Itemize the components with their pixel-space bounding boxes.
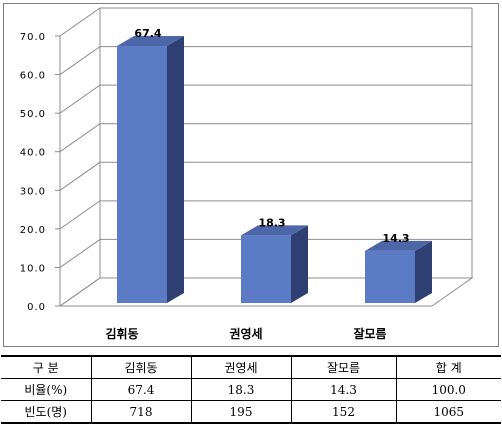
y-tick-label: 20.0 xyxy=(20,225,46,236)
y-tick-label: 40.0 xyxy=(20,148,46,159)
table-cell: 14.3 xyxy=(290,378,397,401)
table-cell: 비율(%) xyxy=(1,378,92,401)
table-row: 빈도(명) 718 195 152 1065 xyxy=(1,400,501,424)
bar xyxy=(365,250,415,303)
bar-chart: 0.0 10.0 20.0 30.0 40.0 50.0 60.0 70.0 67.4 김휘동 18… xyxy=(20,7,474,341)
data-label: 18.3 xyxy=(258,216,285,229)
table-header-cell: 권영세 xyxy=(190,355,292,379)
y-tick-label: 60.0 xyxy=(20,71,46,82)
table-cell: 67.4 xyxy=(90,378,192,401)
table-cell: 718 xyxy=(90,400,192,424)
gridline xyxy=(59,238,472,268)
bar xyxy=(117,46,167,304)
x-tick-label: 권영세 xyxy=(229,326,262,341)
table-header-cell: 합 계 xyxy=(395,355,501,379)
table-cell: 1065 xyxy=(395,400,501,424)
gridline xyxy=(59,200,472,230)
data-label: 67.4 xyxy=(134,27,161,40)
bar-side-face xyxy=(415,240,432,303)
table-header-cell: 구 분 xyxy=(1,355,92,379)
data-table: 구 분 김휘동 권영세 잘모름 합 계 비율(%) 67.4 18.3 14.3… xyxy=(1,355,501,424)
table-cell: 100.0 xyxy=(395,378,501,401)
gridline xyxy=(59,123,472,153)
y-tick-label: 30.0 xyxy=(20,186,46,197)
data-label: 14.3 xyxy=(382,232,409,245)
gridline xyxy=(59,84,472,114)
chart-frame: 0.0 10.0 20.0 30.0 40.0 50.0 60.0 70.0 67.4 김휘동 18… xyxy=(3,3,499,347)
table-cell: 빈도(명) xyxy=(1,400,92,424)
table-header-cell: 김휘동 xyxy=(90,355,192,379)
table-header-row: 구 분 김휘동 권영세 잘모름 합 계 xyxy=(1,355,501,379)
table-cell: 152 xyxy=(290,400,397,424)
y-tick-label: 10.0 xyxy=(20,263,46,274)
y-tick-label: 50.0 xyxy=(20,109,46,120)
gridline xyxy=(59,46,472,75)
x-tick-label: 김휘동 xyxy=(105,326,138,341)
plot-floor xyxy=(58,277,474,307)
bar-side-face xyxy=(167,36,184,304)
gridline xyxy=(59,7,472,37)
gridline xyxy=(59,161,472,191)
y-tick-label: 70.0 xyxy=(20,32,46,43)
table-header-cell: 잘모름 xyxy=(290,355,397,379)
table-row: 비율(%) 67.4 18.3 14.3 100.0 xyxy=(1,378,501,401)
table-cell: 195 xyxy=(190,400,292,424)
bar-top-face xyxy=(241,225,308,236)
x-tick-label: 잘모름 xyxy=(353,326,386,341)
bar-top-face xyxy=(117,36,184,47)
bar xyxy=(241,235,291,303)
bar-side-face xyxy=(291,225,308,303)
table-cell: 18.3 xyxy=(190,378,292,401)
bar-top-face xyxy=(365,240,432,251)
y-tick-label: 0.0 xyxy=(27,302,46,313)
